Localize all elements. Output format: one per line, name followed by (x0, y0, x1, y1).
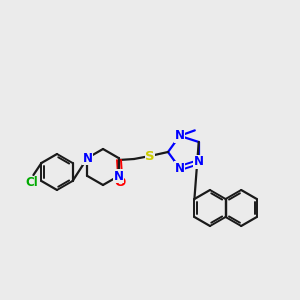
Text: Cl: Cl (25, 176, 38, 190)
Text: N: N (175, 162, 185, 175)
Text: O: O (114, 176, 126, 190)
Text: N: N (114, 169, 124, 182)
Text: S: S (145, 149, 155, 163)
Text: N: N (82, 152, 92, 164)
Text: N: N (175, 129, 185, 142)
Text: N: N (194, 155, 204, 169)
